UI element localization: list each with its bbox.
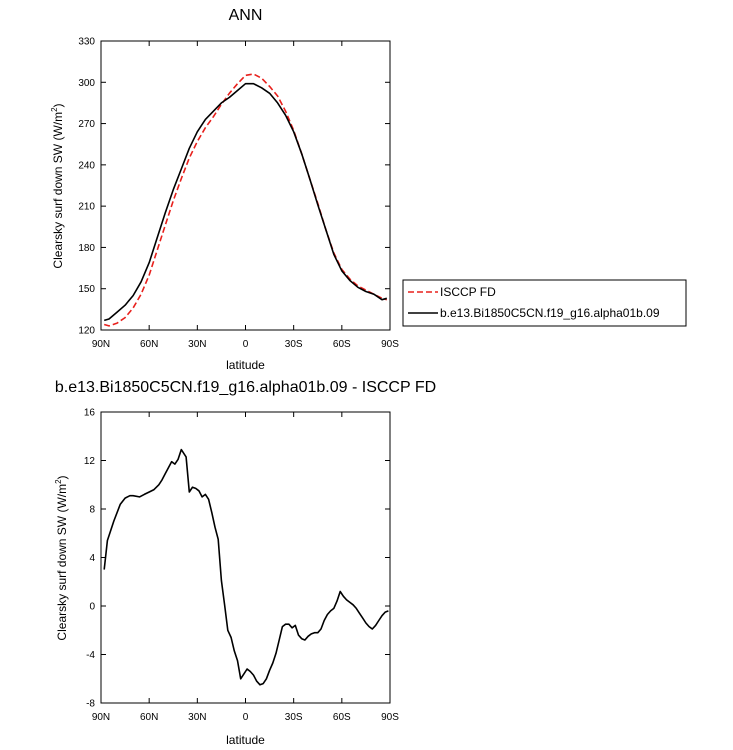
legend-box	[402, 279, 687, 327]
bottom-y-tick-label: 8	[89, 505, 95, 516]
top-x-tick-label: 30S	[285, 339, 303, 350]
bottom-x-tick-label: 90N	[92, 712, 110, 723]
top-series-line-0	[103, 73, 388, 327]
top-chart: ANN 90N 60N 30N 0 30S 60S 90S 120 150 180 210 240 27…	[50, 7, 687, 372]
bottom-y-tick-label: 0	[89, 602, 95, 613]
top-y-tick-label: 150	[78, 284, 95, 295]
top-y-tick-label: 330	[78, 37, 95, 48]
top-y-tick-label: 210	[78, 202, 95, 213]
top-y-tick-label: 270	[78, 119, 95, 130]
bottom-y-tick-label: 4	[89, 553, 95, 564]
legend-label-isccp: ISCCP FD	[440, 285, 496, 299]
bottom-chart: b.e13.Bi1850C5CN.f19_g16.alpha01b.09 - I…	[54, 379, 436, 747]
top-series	[103, 73, 388, 327]
bottom-y-tick-label: -4	[86, 650, 95, 661]
bottom-series-line-0	[103, 448, 389, 686]
bottom-y-tick-label: -8	[86, 699, 95, 710]
top-series-line-1	[103, 82, 388, 322]
bottom-chart-title: b.e13.Bi1850C5CN.f19_g16.alpha01b.09 - I…	[55, 379, 436, 396]
bottom-x-tick-label: 30N	[188, 712, 206, 723]
top-ticks: 90N 60N 30N 0 30S 60S 90S 120 150 180 210 240 270 300…	[78, 37, 399, 351]
top-y-axis-label: Clearsky surf down SW (W/m2)	[50, 103, 65, 268]
bottom-x-tick-label: 30S	[285, 712, 303, 723]
top-x-tick-label: 90N	[92, 339, 110, 350]
top-y-tick-label: 120	[78, 326, 95, 337]
bottom-x-tick-label: 90S	[381, 712, 399, 723]
top-x-tick-label: 60S	[333, 339, 351, 350]
top-x-axis-label: latitude	[226, 358, 265, 372]
legend-label-model: b.e13.Bi1850C5CN.f19_g16.alpha01b.09	[440, 306, 660, 320]
bottom-x-tick-label: 60S	[333, 712, 351, 723]
legend: ISCCP FD b.e13.Bi1850C5CN.f19_g16.alpha0…	[402, 279, 687, 327]
bottom-x-axis-label: latitude	[226, 733, 265, 747]
bottom-y-tick-label: 16	[84, 408, 96, 419]
bottom-plot-frame	[100, 411, 391, 704]
bottom-y-tick-label: 12	[84, 456, 96, 467]
bottom-x-tick-label: 60N	[140, 712, 158, 723]
top-x-tick-label: 90S	[381, 339, 399, 350]
top-x-tick-label: 60N	[140, 339, 158, 350]
bottom-series	[103, 448, 389, 686]
top-x-tick-label: 0	[243, 339, 249, 350]
top-y-tick-label: 300	[78, 78, 95, 89]
bottom-x-tick-label: 0	[243, 712, 249, 723]
top-x-tick-label: 30N	[188, 339, 206, 350]
bottom-ticks: 90N 60N 30N 0 30S 60S 90S -8 -4 0 4 8 12 16	[84, 408, 399, 724]
top-y-tick-label: 240	[78, 160, 95, 171]
bottom-y-axis-label: Clearsky surf down SW (W/m2)	[54, 475, 69, 640]
top-y-tick-label: 180	[78, 243, 95, 254]
top-chart-title: ANN	[229, 7, 263, 24]
